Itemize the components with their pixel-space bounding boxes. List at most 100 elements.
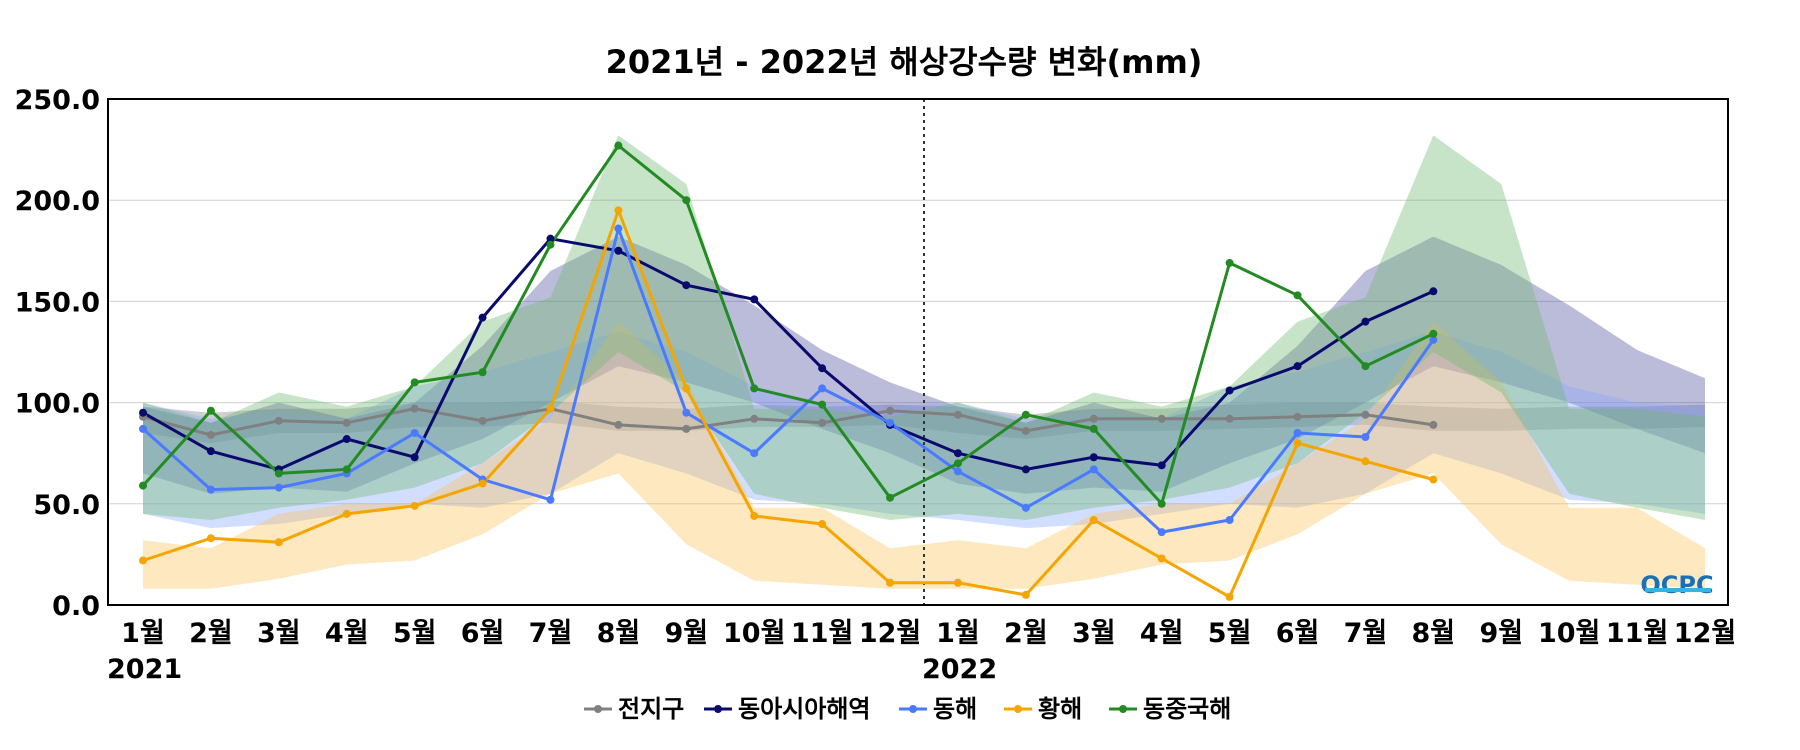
data-point-0-11 [886,406,895,415]
ocpc-logo: OCPC [1640,571,1713,599]
data-point-3-11 [886,578,895,587]
data-point-0-2 [274,416,283,425]
legend: 전지구 동아시아해역 동해 황해 동중국해 [584,695,1231,723]
data-point-3-2 [274,538,283,547]
data-point-3-10 [818,520,827,529]
data-point-2-0 [139,424,147,433]
data-point-2-9 [750,449,759,458]
data-point-3-15 [1157,554,1166,563]
data-point-4-13 [1021,410,1030,419]
data-point-2-7 [614,224,623,233]
series-line-1 [142,237,1434,471]
data-point-0-1 [206,430,215,439]
x-tick-label-2: 3월 [257,618,301,649]
data-point-1-5 [478,313,487,322]
logo-text: OCPC [1640,571,1713,599]
data-point-1-10 [818,364,827,373]
data-point-0-17 [1293,412,1302,421]
range-band-3 [143,321,1705,589]
x-tick-label-0: 1월 [121,618,165,649]
x-tick-label-21: 10월 [1538,618,1600,649]
chart-title: 2021년 - 2022년 해상강수량 변화(mm) [606,43,1203,81]
data-point-1-4 [410,453,419,462]
legend-item-1: 동아시아해역 [704,695,870,723]
data-point-4-16 [1225,258,1234,267]
data-point-4-0 [139,481,147,490]
year-label-0: 2021 [107,654,182,685]
data-point-3-12 [953,578,962,587]
x-tick-label-11: 12월 [859,618,921,649]
data-point-0-7 [614,420,623,429]
data-point-0-10 [818,418,827,427]
legend-item-0: 전지구 [584,695,684,723]
data-point-3-4 [410,501,419,510]
legend-label-0: 전지구 [618,695,684,723]
x-tick-label-18: 7월 [1344,618,1388,649]
series-line-4 [141,144,1434,506]
x-tick-label-5: 6월 [461,618,505,649]
y-axis: 0.0 50.0 100.0 150.0 200.0 250.0 [15,85,100,622]
data-point-1-15 [1157,461,1166,470]
data-point-4-9 [750,384,759,393]
data-point-1-16 [1225,386,1234,395]
data-point-4-6 [546,240,555,249]
legend-label-2: 동해 [933,695,977,723]
data-point-3-13 [1021,590,1030,599]
logo-wave [1645,588,1711,592]
series-line-2 [142,227,1435,534]
data-point-1-14 [1089,453,1098,462]
data-point-3-7 [614,206,623,215]
legend-marker-0 [594,705,602,713]
data-point-2-18 [1361,433,1370,442]
data-point-1-12 [953,449,962,458]
data-point-0-4 [410,404,419,413]
data-point-0-12 [953,410,962,419]
x-tick-label-4: 5월 [393,618,437,649]
data-point-3-8 [682,384,691,393]
x-tick-label-12: 1월 [936,618,980,649]
data-point-2-14 [1089,465,1098,474]
data-point-2-8 [682,408,691,417]
x-tick-label-23: 12월 [1674,618,1736,649]
x-tick-label-14: 3월 [1072,618,1116,649]
data-point-3-17 [1293,439,1302,448]
y-tick-label-4: 200.0 [15,186,100,217]
data-point-3-0 [139,556,147,565]
data-point-3-19 [1429,475,1438,484]
data-point-4-14 [1089,424,1098,433]
grid-lines [108,199,1728,505]
year-label-1: 2022 [922,654,997,685]
x-tick-label-16: 5월 [1208,618,1252,649]
data-point-4-12 [953,459,962,468]
data-point-0-13 [1021,426,1030,435]
legend-label-1: 동아시아해역 [738,695,870,723]
data-point-1-17 [1293,362,1302,371]
plot-frame [107,98,1729,606]
data-point-3-1 [206,534,215,543]
data-point-0-19 [1429,420,1438,429]
data-point-3-6 [546,404,555,413]
data-point-4-3 [342,465,351,474]
data-point-2-2 [274,483,283,492]
legend-label-4: 동중국해 [1143,695,1231,723]
data-point-4-19 [1429,329,1438,338]
data-point-3-3 [342,509,351,518]
data-point-4-4 [410,378,419,387]
y-tick-label-1: 50.0 [33,490,100,521]
data-point-2-1 [206,485,215,494]
data-point-1-13 [1021,465,1030,474]
data-point-3-9 [750,511,759,520]
legend-marker-2 [909,705,917,713]
legend-marker-1 [714,705,722,713]
data-point-4-7 [614,141,623,150]
data-point-1-9 [750,295,759,304]
data-point-2-12 [953,467,962,476]
range-band-1 [143,236,1705,494]
data-point-1-19 [1429,287,1438,296]
data-point-2-6 [546,495,555,504]
x-tick-label-22: 11월 [1606,618,1668,649]
data-point-4-8 [682,196,691,205]
y-tick-label-2: 100.0 [15,389,100,420]
x-tick-label-6: 7월 [529,618,573,649]
